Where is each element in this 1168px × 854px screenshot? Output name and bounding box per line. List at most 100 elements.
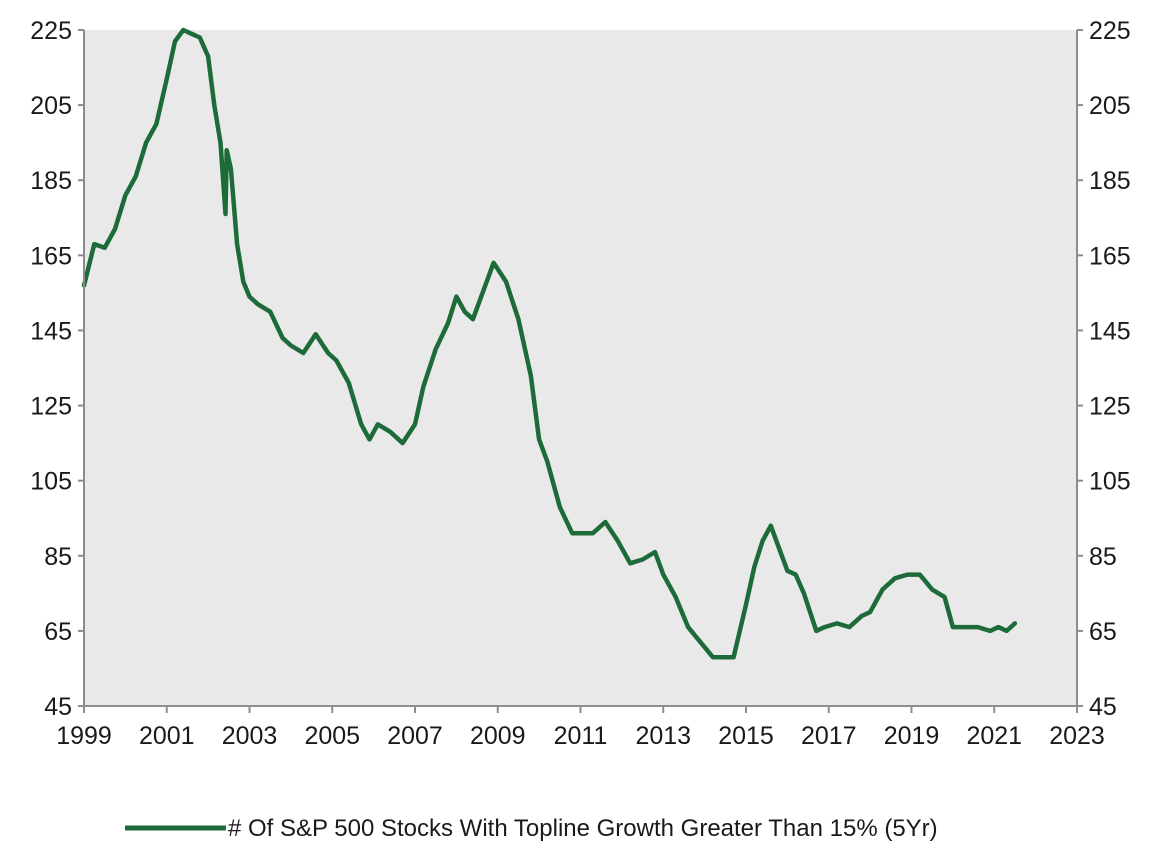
data-point (230, 169, 231, 170)
data-point (572, 533, 573, 534)
data-point (369, 439, 370, 440)
data-point (655, 552, 656, 553)
data-point (688, 627, 689, 628)
data-point (208, 56, 209, 57)
data-point (282, 338, 283, 339)
x-tick-label: 2013 (635, 722, 691, 750)
data-point (402, 443, 403, 444)
data-point (849, 627, 850, 628)
x-tick-label: 2019 (884, 722, 940, 750)
data-point (700, 642, 701, 643)
x-tick-label: 2001 (139, 722, 195, 750)
data-point (816, 630, 817, 631)
data-point (592, 533, 593, 534)
data-point (315, 334, 316, 335)
data-point (952, 627, 953, 628)
x-tick-label: 2009 (470, 722, 526, 750)
data-point (336, 360, 337, 361)
data-point (270, 311, 271, 312)
x-tick-label: 2023 (1049, 722, 1105, 750)
data-point (481, 296, 482, 297)
data-point (605, 522, 606, 523)
data-point (617, 540, 618, 541)
data-point (377, 424, 378, 425)
y2-tick-label: 185 (1089, 167, 1131, 195)
data-point (125, 195, 126, 196)
data-point (990, 630, 991, 631)
data-point (712, 657, 713, 658)
y-tick-label: 105 (30, 468, 72, 496)
data-point (199, 37, 200, 38)
y-tick-label: 65 (44, 618, 72, 646)
data-point (944, 597, 945, 598)
data-point (191, 33, 192, 34)
data-point (237, 244, 238, 245)
data-point (965, 627, 966, 628)
y2-tick-label: 85 (1089, 543, 1117, 571)
data-point (348, 383, 349, 384)
data-point (977, 627, 978, 628)
data-point (94, 244, 95, 245)
data-point (1006, 630, 1007, 631)
data-point (303, 353, 304, 354)
data-point (882, 589, 883, 590)
data-point (518, 319, 519, 320)
data-point (754, 567, 755, 568)
data-point (932, 589, 933, 590)
data-point (464, 311, 465, 312)
data-point (183, 30, 184, 31)
data-point (530, 375, 531, 376)
y-tick-label: 145 (30, 317, 72, 345)
data-point (249, 296, 250, 297)
legend-label: # Of S&P 500 Stocks With Topline Growth … (228, 815, 938, 842)
data-point (861, 615, 862, 616)
x-tick-label: 2003 (222, 722, 278, 750)
data-point (225, 214, 226, 215)
x-tick-label: 2011 (554, 722, 608, 750)
y-tick-label: 185 (30, 167, 72, 195)
y2-tick-label: 125 (1089, 393, 1131, 421)
x-tick-label: 2017 (801, 722, 857, 750)
data-point (663, 574, 664, 575)
data-point (448, 322, 449, 323)
data-point (493, 262, 494, 263)
data-point (472, 319, 473, 320)
data-point (795, 574, 796, 575)
data-point (870, 612, 871, 613)
y-tick-label: 125 (30, 393, 72, 421)
data-point (435, 349, 436, 350)
data-point (675, 597, 676, 598)
data-point (456, 296, 457, 297)
data-point (559, 507, 560, 508)
data-point (146, 142, 147, 143)
data-point (770, 525, 771, 526)
data-point (220, 142, 221, 143)
data-point (733, 657, 734, 658)
data-point (506, 281, 507, 282)
y2-tick-label: 225 (1089, 17, 1131, 45)
data-point (787, 570, 788, 571)
data-point (175, 41, 176, 42)
data-point (998, 627, 999, 628)
data-point (390, 431, 391, 432)
data-point (104, 247, 105, 248)
x-tick-label: 2021 (966, 722, 1022, 750)
y2-tick-label: 205 (1089, 92, 1131, 120)
data-point (156, 123, 157, 124)
data-point (837, 623, 838, 624)
data-point (290, 345, 291, 346)
data-point (257, 304, 258, 305)
data-point (547, 461, 548, 462)
data-point (115, 229, 116, 230)
y-tick-label: 225 (30, 17, 72, 45)
x-tick-label: 1999 (56, 722, 112, 750)
y2-tick-label: 45 (1089, 693, 1117, 721)
data-point (423, 386, 424, 387)
data-point (361, 424, 362, 425)
data-point (328, 353, 329, 354)
y2-tick-label: 145 (1089, 317, 1131, 345)
y-tick-label: 165 (30, 242, 72, 270)
data-point (166, 78, 167, 79)
y-tick-label: 205 (30, 92, 72, 120)
